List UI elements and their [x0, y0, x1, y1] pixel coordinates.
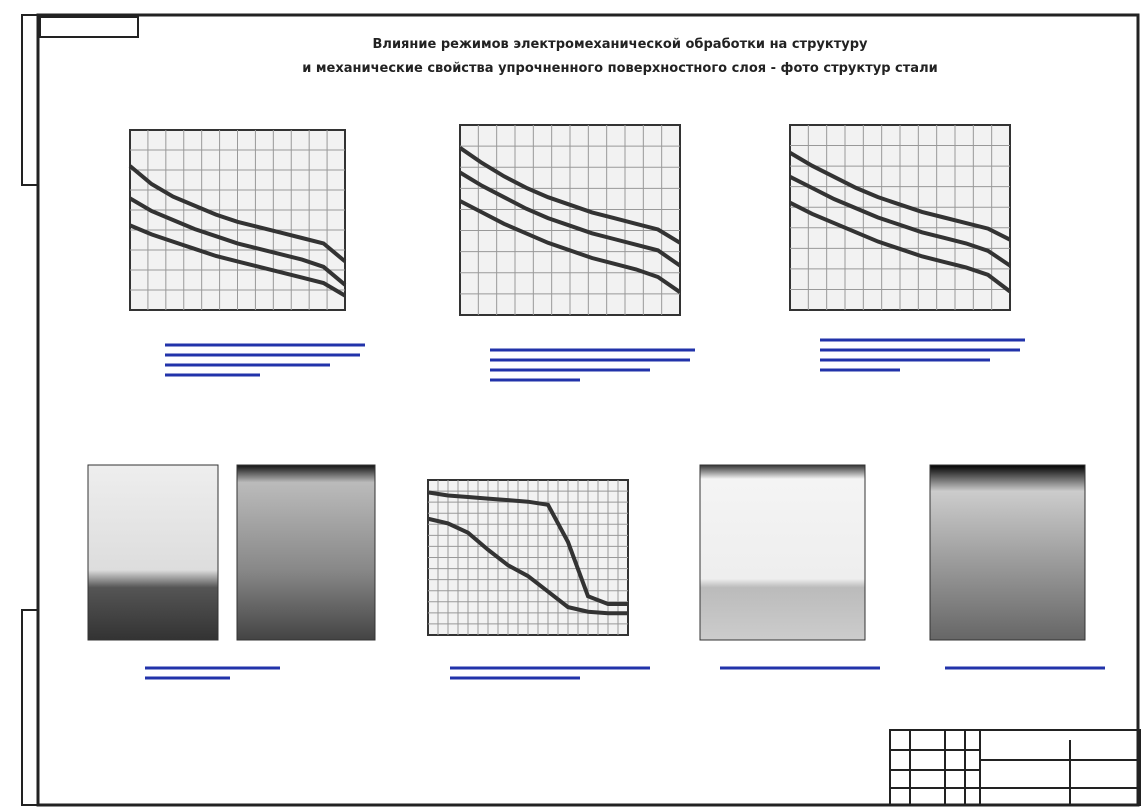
title-line: Влияние режимов электромеханической обра… [373, 37, 868, 52]
photo [88, 465, 218, 640]
stamp [40, 17, 138, 37]
title-line: и механические свойства упрочненного пов… [302, 61, 937, 76]
photo [700, 465, 865, 640]
drawing-sheet: Влияние режимов электромеханической обра… [0, 0, 1141, 809]
photo [930, 465, 1085, 640]
side-strip [22, 15, 38, 185]
title-block [890, 730, 1140, 805]
side-strip [22, 610, 38, 805]
photo [237, 465, 375, 640]
